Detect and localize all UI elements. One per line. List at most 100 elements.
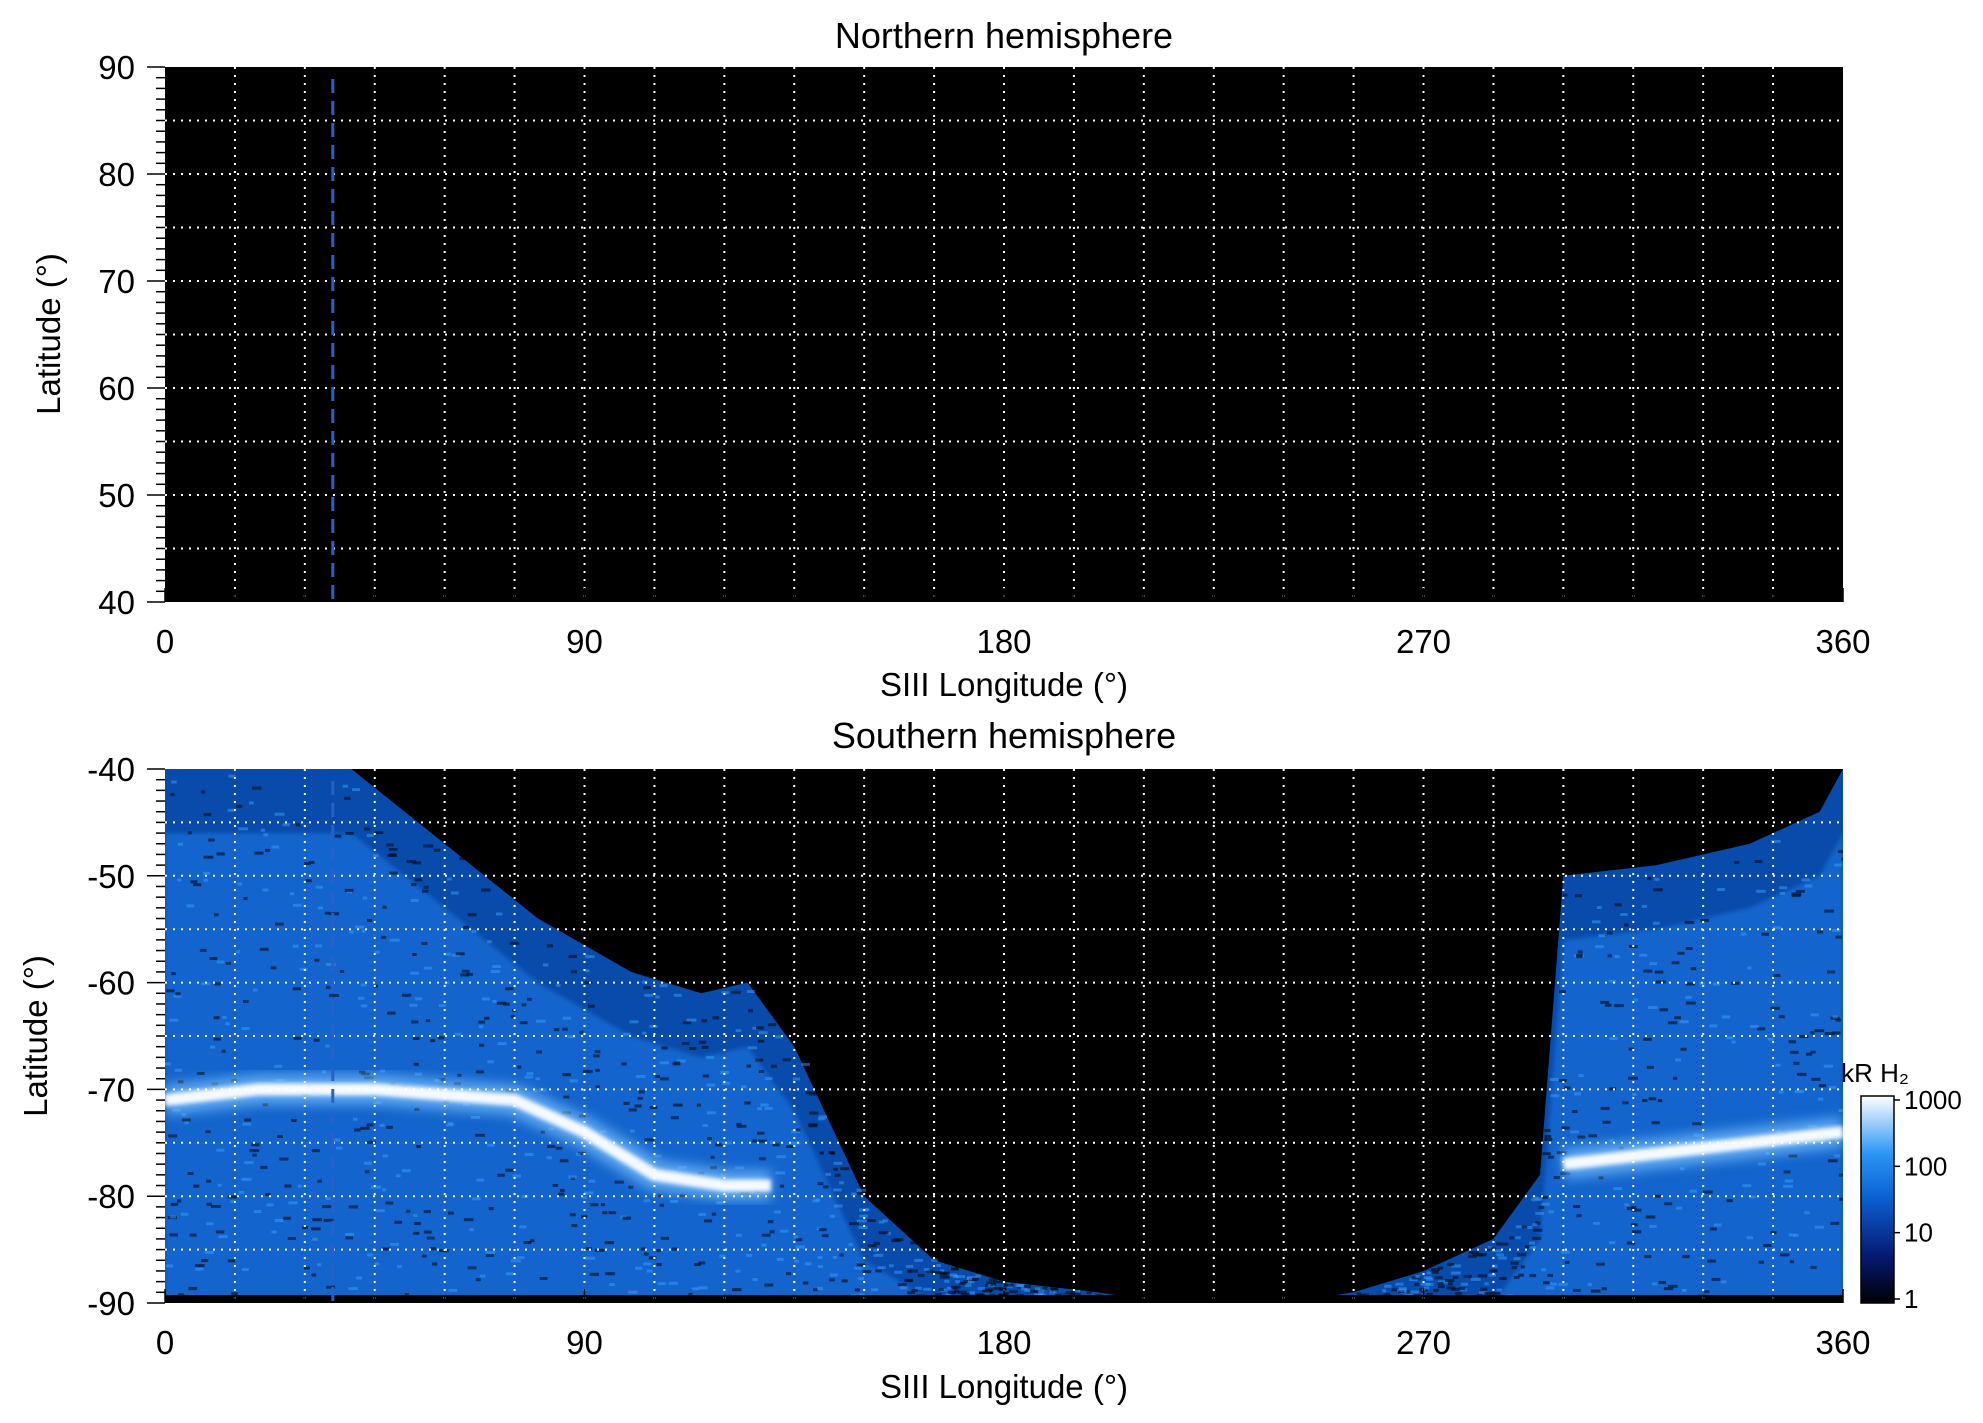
emission-speckle — [1529, 1246, 1537, 1250]
emission-speckle — [999, 1287, 1007, 1291]
emission-speckle — [965, 1284, 972, 1288]
emission-speckle — [571, 1224, 578, 1228]
x-tick-label: 270 — [1396, 1324, 1451, 1361]
emission-speckle — [769, 1230, 775, 1234]
emission-speckle — [325, 962, 336, 966]
colorbar-tick-label: 100 — [1904, 1151, 1947, 1181]
emission-speckle — [221, 1049, 226, 1053]
emission-speckle — [562, 1016, 572, 1020]
x-tick-label: 90 — [566, 623, 603, 660]
emission-speckle — [1731, 1040, 1736, 1044]
emission-speckle — [218, 1235, 228, 1239]
emission-speckle — [1409, 1290, 1419, 1294]
emission-speckle — [817, 1256, 823, 1260]
emission-speckle — [608, 1211, 617, 1215]
emission-speckle — [1544, 1135, 1552, 1138]
emission-speckle — [1794, 1090, 1804, 1093]
emission-speckle — [262, 888, 269, 892]
emission-speckle — [949, 1273, 958, 1277]
emission-speckle — [1837, 850, 1843, 854]
emission-speckle — [277, 1135, 283, 1138]
emission-speckle — [935, 1293, 942, 1297]
emission-speckle — [659, 1203, 665, 1207]
emission-speckle — [1572, 1289, 1581, 1292]
emission-speckle — [492, 1000, 497, 1003]
emission-speckle — [609, 1283, 615, 1287]
emission-speckle — [1633, 998, 1639, 1002]
north-y-minor-ticks — [147, 66, 1844, 603]
emission-speckle — [702, 1124, 708, 1127]
emission-speckle — [1788, 1233, 1796, 1237]
emission-speckle — [1553, 1176, 1561, 1180]
emission-speckle — [412, 861, 422, 865]
emission-speckle — [1620, 913, 1628, 916]
emission-speckle — [704, 1219, 713, 1223]
emission-speckle — [312, 1237, 318, 1241]
emission-speckle — [1560, 1250, 1570, 1254]
emission-speckle — [274, 812, 285, 816]
emission-speckle — [1811, 1077, 1821, 1081]
emission-speckle — [275, 922, 284, 926]
emission-speckle — [856, 1219, 867, 1223]
emission-speckle — [582, 1069, 593, 1073]
emission-speckle — [1510, 1261, 1519, 1265]
emission-speckle — [793, 1235, 799, 1239]
emission-speckle — [1472, 1252, 1482, 1256]
emission-speckle — [178, 1080, 184, 1084]
emission-speckle — [829, 1214, 835, 1218]
emission-speckle — [1652, 1282, 1658, 1286]
emission-speckle — [1513, 1275, 1520, 1279]
emission-speckle — [254, 851, 264, 855]
emission-speckle — [1832, 929, 1841, 932]
emission-speckle — [485, 1253, 494, 1257]
emission-speckle — [1050, 1287, 1059, 1290]
emission-speckle — [1690, 967, 1697, 971]
emission-speckle — [380, 1069, 386, 1073]
emission-speckle — [252, 988, 258, 992]
emission-speckle — [641, 1031, 647, 1035]
emission-speckle — [292, 944, 299, 948]
emission-speckle — [1518, 1273, 1524, 1277]
emission-speckle — [764, 1283, 774, 1287]
emission-speckle — [614, 1180, 624, 1184]
emission-speckle — [412, 1037, 420, 1040]
emission-speckle — [1740, 932, 1747, 936]
emission-speckle — [342, 784, 349, 788]
y-tick-label: -80 — [87, 1178, 135, 1215]
emission-speckle — [1492, 1249, 1503, 1253]
emission-speckle — [1564, 1260, 1570, 1264]
emission-speckle — [313, 1038, 320, 1042]
emission-speckle — [1827, 970, 1836, 974]
emission-speckle — [1672, 1076, 1678, 1080]
emission-speckle — [360, 983, 367, 987]
emission-speckle — [1789, 1050, 1799, 1054]
emission-speckle — [813, 1288, 818, 1292]
emission-speckle — [510, 1259, 521, 1263]
emission-speckle — [721, 991, 729, 995]
emission-speckle — [1382, 1289, 1387, 1293]
emission-speckle — [1674, 1016, 1681, 1020]
emission-speckle — [1550, 1094, 1560, 1098]
emission-speckle — [430, 1247, 437, 1251]
emission-speckle — [423, 1210, 431, 1214]
emission-speckle — [1654, 1194, 1663, 1198]
emission-speckle — [760, 1103, 769, 1107]
emission-speckle — [289, 892, 295, 896]
emission-speckle — [791, 1130, 800, 1134]
emission-speckle — [1689, 1189, 1697, 1193]
emission-speckle — [1830, 1221, 1840, 1225]
emission-speckle — [199, 948, 207, 952]
emission-speckle — [1477, 1274, 1488, 1278]
emission-speckle — [1827, 1159, 1838, 1163]
emission-speckle — [676, 1059, 686, 1063]
emission-speckle — [359, 1070, 366, 1074]
emission-speckle — [1679, 1167, 1685, 1171]
emission-speckle — [1522, 1225, 1528, 1229]
emission-speckle — [317, 906, 324, 910]
emission-speckle — [1488, 1273, 1496, 1277]
emission-speckle — [841, 1279, 848, 1283]
emission-speckle — [1626, 1241, 1636, 1245]
emission-speckle — [1623, 923, 1629, 927]
y-tick-label: -90 — [87, 1285, 135, 1322]
emission-speckle — [1451, 1264, 1461, 1268]
